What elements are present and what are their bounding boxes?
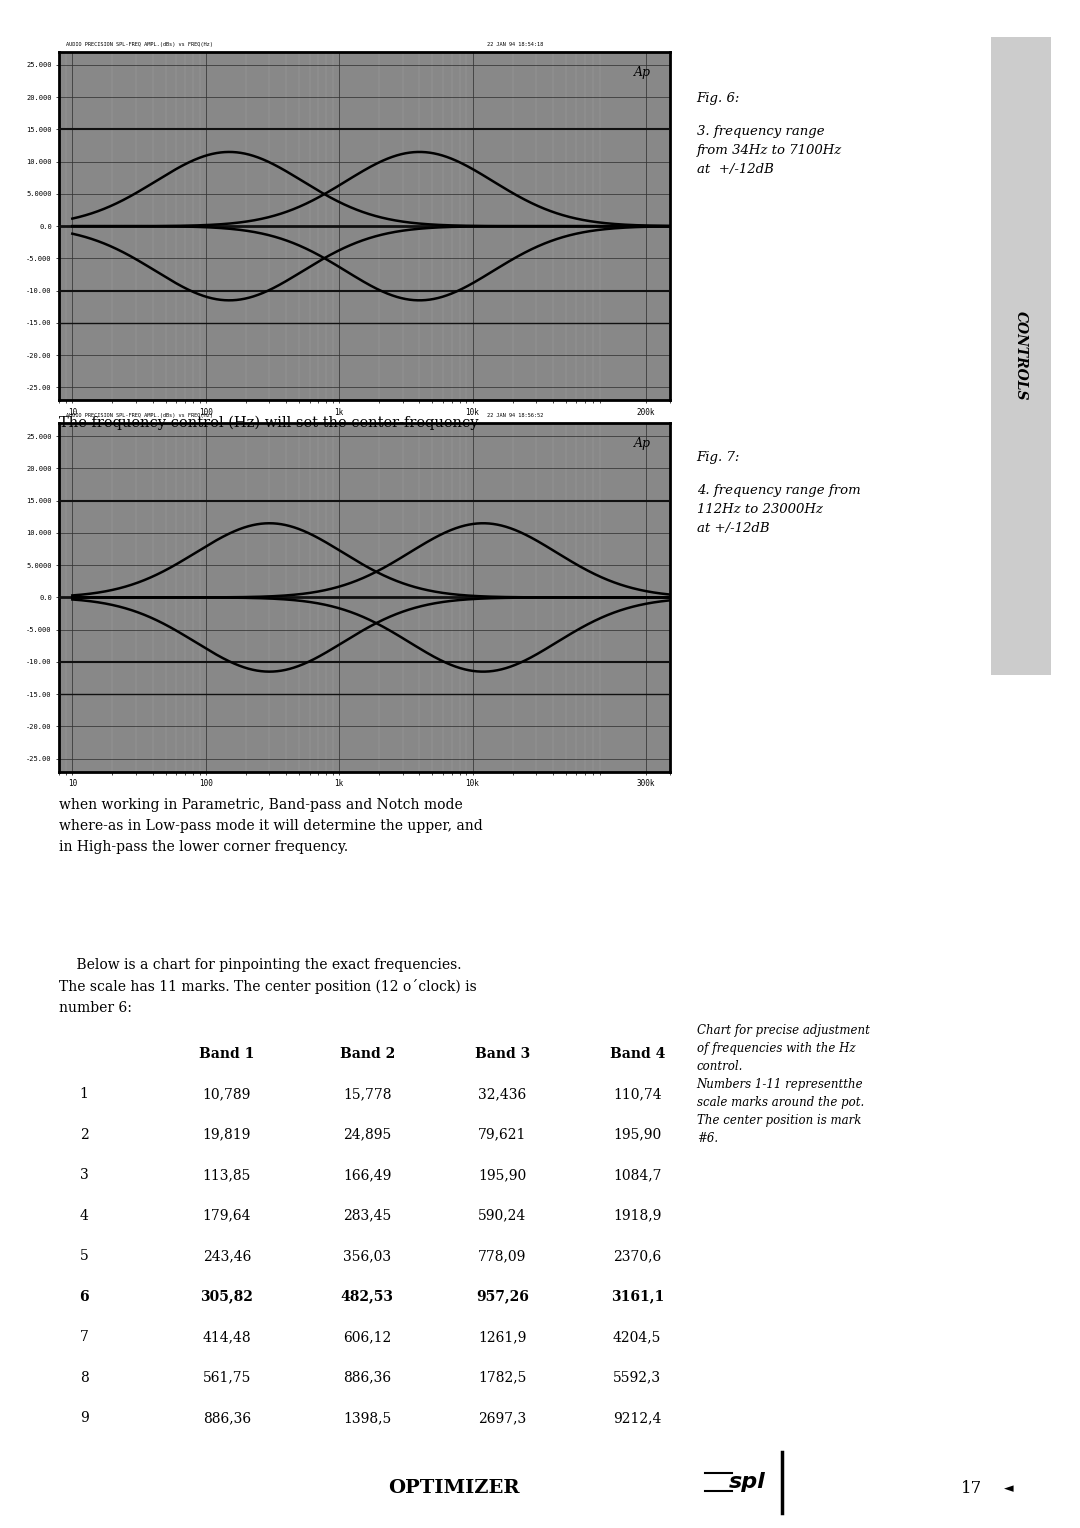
Text: 243,46: 243,46 (203, 1250, 251, 1264)
Text: 10,789: 10,789 (203, 1088, 251, 1102)
Text: Ap: Ap (634, 66, 651, 79)
Text: 1: 1 (80, 1088, 89, 1102)
Text: 195,90: 195,90 (613, 1128, 661, 1141)
Text: 5592,3: 5592,3 (613, 1371, 661, 1384)
Text: 22 JAN 94 18:54:18: 22 JAN 94 18:54:18 (486, 41, 543, 47)
Text: Band 4: Band 4 (609, 1047, 665, 1060)
Text: ◄: ◄ (1004, 1482, 1014, 1494)
Text: 4204,5: 4204,5 (613, 1329, 661, 1345)
Text: 482,53: 482,53 (340, 1290, 394, 1303)
Text: 113,85: 113,85 (203, 1167, 251, 1183)
Text: Ap: Ap (634, 437, 651, 451)
Text: Fig. 6:: Fig. 6: (697, 92, 740, 105)
Text: AUDIO PRECISION SPL-FREQ AMPL.(dBs) vs FREQ(Hz): AUDIO PRECISION SPL-FREQ AMPL.(dBs) vs F… (66, 413, 213, 419)
Text: 6: 6 (79, 1290, 89, 1303)
Text: 5: 5 (80, 1250, 89, 1264)
Text: 1918,9: 1918,9 (613, 1209, 661, 1222)
Text: 886,36: 886,36 (203, 1412, 251, 1426)
Text: 414,48: 414,48 (202, 1329, 252, 1345)
Text: 356,03: 356,03 (343, 1250, 391, 1264)
Text: 24,895: 24,895 (343, 1128, 391, 1141)
Text: 606,12: 606,12 (343, 1329, 391, 1345)
Text: 9: 9 (80, 1412, 89, 1426)
Text: 110,74: 110,74 (612, 1088, 662, 1102)
Text: 9212,4: 9212,4 (613, 1412, 661, 1426)
Text: 32,436: 32,436 (478, 1088, 526, 1102)
Text: 8: 8 (80, 1371, 89, 1384)
Text: 19,819: 19,819 (203, 1128, 251, 1141)
Text: 3. frequency range
from 34Hz to 7100Hz
at  +/-12dB: 3. frequency range from 34Hz to 7100Hz a… (697, 125, 841, 176)
Text: 15,778: 15,778 (343, 1088, 391, 1102)
Text: when working in Parametric, Band-pass and Notch mode
where-as in Low-pass mode i: when working in Parametric, Band-pass an… (59, 798, 483, 854)
Text: 2697,3: 2697,3 (478, 1412, 526, 1426)
Text: 4: 4 (80, 1209, 89, 1222)
Text: Band 1: Band 1 (199, 1047, 255, 1060)
Text: 778,09: 778,09 (478, 1250, 526, 1264)
Text: 283,45: 283,45 (343, 1209, 391, 1222)
Text: spl: spl (729, 1471, 766, 1493)
Text: OPTIMIZER: OPTIMIZER (388, 1479, 519, 1497)
Text: Chart for precise adjustment
of frequencies with the Hz
control.
Numbers 1-11 re: Chart for precise adjustment of frequenc… (697, 1024, 869, 1144)
Text: 17: 17 (961, 1479, 983, 1497)
Text: 3: 3 (80, 1167, 89, 1183)
Text: 886,36: 886,36 (343, 1371, 391, 1384)
Text: 1084,7: 1084,7 (613, 1167, 661, 1183)
Text: 590,24: 590,24 (478, 1209, 526, 1222)
Text: 22 JAN 94 18:56:52: 22 JAN 94 18:56:52 (486, 413, 543, 419)
Text: 166,49: 166,49 (343, 1167, 391, 1183)
Text: 2: 2 (80, 1128, 89, 1141)
Text: CONTROLS: CONTROLS (1014, 312, 1028, 400)
Text: 957,26: 957,26 (476, 1290, 528, 1303)
Text: 1782,5: 1782,5 (478, 1371, 526, 1384)
Text: 1261,9: 1261,9 (478, 1329, 526, 1345)
Text: 305,82: 305,82 (201, 1290, 253, 1303)
Text: 79,621: 79,621 (478, 1128, 526, 1141)
Text: 195,90: 195,90 (478, 1167, 526, 1183)
Text: 561,75: 561,75 (203, 1371, 251, 1384)
Text: Fig. 7:: Fig. 7: (697, 451, 740, 465)
Text: 2370,6: 2370,6 (613, 1250, 661, 1264)
Text: 4. frequency range from
112Hz to 23000Hz
at +/-12dB: 4. frequency range from 112Hz to 23000Hz… (697, 484, 861, 535)
Text: 3161,1: 3161,1 (610, 1290, 664, 1303)
Text: 1398,5: 1398,5 (343, 1412, 391, 1426)
Text: Band 3: Band 3 (474, 1047, 530, 1060)
Text: 179,64: 179,64 (203, 1209, 251, 1222)
Text: Band 2: Band 2 (339, 1047, 395, 1060)
Text: 7: 7 (80, 1329, 89, 1345)
Text: AUDIO PRECISION SPL-FREQ AMPL.(dBs) vs FREQ(Hz): AUDIO PRECISION SPL-FREQ AMPL.(dBs) vs F… (66, 41, 213, 47)
Text: Below is a chart for pinpointing the exact frequencies.
The scale has 11 marks. : Below is a chart for pinpointing the exa… (59, 958, 477, 1015)
Text: The frequency control (Hz) will set the center-frequency: The frequency control (Hz) will set the … (59, 416, 478, 429)
